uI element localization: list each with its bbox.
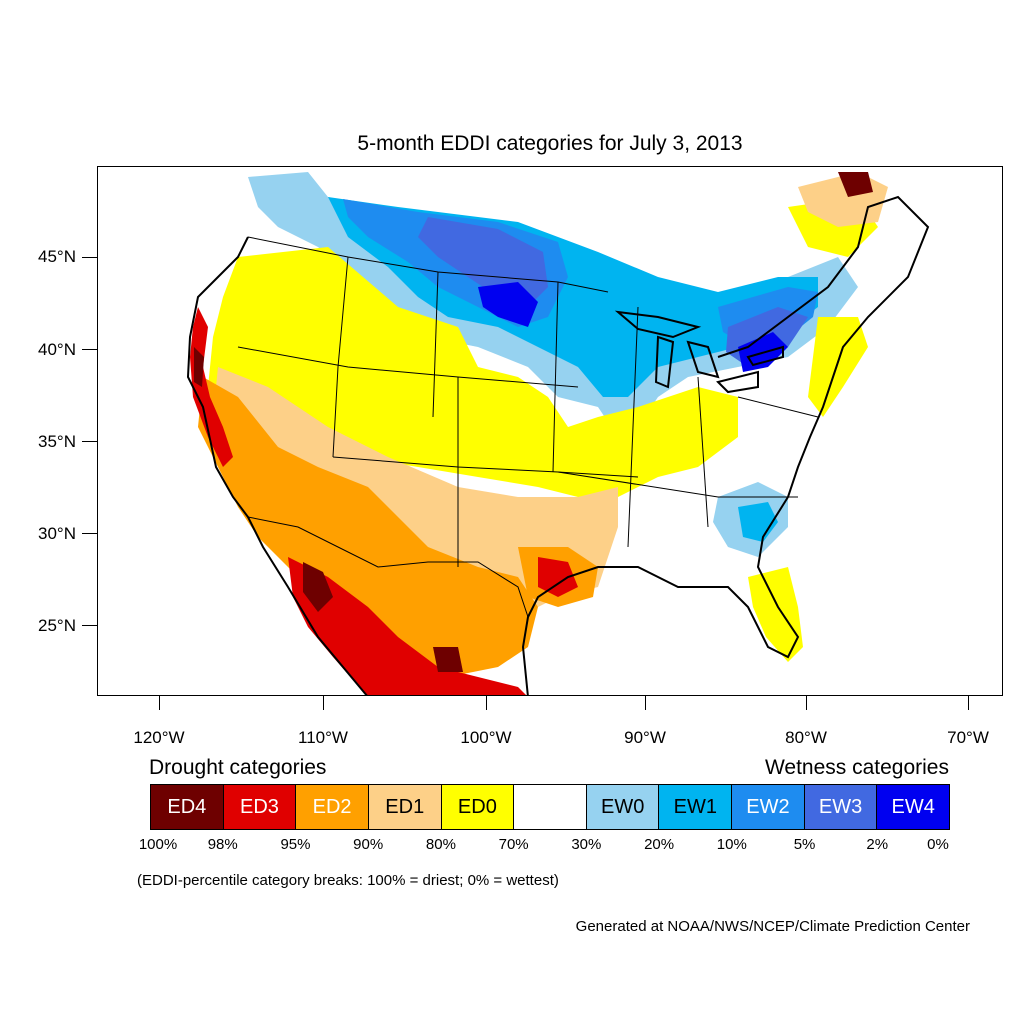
coastline [186, 195, 930, 695]
legend-cell-ed1: ED1 [368, 785, 442, 829]
region-ed2-southwest [198, 377, 538, 677]
great-lakes [614, 310, 784, 394]
drought-categories-title: Drought categories [149, 756, 327, 779]
lat-label-30n: 30°N [38, 524, 76, 543]
lat-label-45n: 45°N [38, 247, 76, 266]
lon-tick [486, 696, 487, 710]
region-ed1-southwest [213, 367, 618, 617]
legend-cell-ed4: ED4 [151, 785, 224, 829]
eddi-map [186, 172, 930, 695]
legend-cell-ed2: ED2 [296, 785, 369, 829]
wetness-categories-title: Wetness categories [764, 756, 949, 779]
lat-label-35n: 35°N [38, 432, 76, 451]
region-ew4 [478, 282, 538, 327]
lon-tick [806, 696, 807, 710]
legend-cell-ed3: ED3 [223, 785, 297, 829]
category-legend: ED4 ED3 ED2 ED1 ED0 EW0 EW1 EW2 EW3 EW4 [150, 784, 950, 830]
region-ed0-east [808, 317, 868, 417]
region-ed4-quebec [838, 172, 873, 197]
legend-break-label: 70% [498, 836, 529, 853]
lat-tick [82, 625, 97, 626]
lon-tick [968, 696, 969, 710]
lat-label-40n: 40°N [38, 340, 76, 359]
legend-cell-ed0: ED0 [441, 785, 515, 829]
legend-cell-ew1: EW1 [659, 785, 733, 829]
legend-cell-neutral [514, 785, 587, 829]
map-panel [97, 166, 1003, 696]
region-ed4-mexico [433, 647, 463, 672]
lat-label-25n: 25°N [38, 616, 76, 635]
region-ed0-florida [748, 567, 803, 662]
lon-label-90w: 90°W [624, 728, 666, 747]
legend-cell-ew4: EW4 [877, 785, 950, 829]
region-ed3-mexico [288, 557, 526, 695]
legend-break-label: 5% [793, 836, 816, 853]
lat-tick [82, 257, 97, 258]
lon-label-80w: 80°W [785, 728, 827, 747]
legend-break-label: 30% [571, 836, 602, 853]
lat-tick [82, 533, 97, 534]
legend-break-label: 0% [927, 836, 949, 853]
legend-cell-ew2: EW2 [732, 785, 805, 829]
legend-break-label: 90% [353, 836, 384, 853]
legend-break-label: 20% [644, 836, 675, 853]
legend-break-label: 98% [207, 836, 238, 853]
credit-line: Generated at NOAA/NWS/NCEP/Climate Predi… [575, 918, 970, 935]
legend-cell-ew3: EW3 [804, 785, 878, 829]
chart-title: 5-month EDDI categories for July 3, 2013 [357, 132, 743, 155]
legend-break-label: 100% [138, 836, 178, 853]
legend-break-label: 95% [280, 836, 311, 853]
lon-tick [323, 696, 324, 710]
lon-label-120w: 120°W [133, 728, 185, 747]
lat-tick [82, 441, 97, 442]
region-ed3-texas [538, 557, 578, 597]
lon-label-70w: 70°W [947, 728, 989, 747]
state-borders [237, 236, 819, 618]
region-ed4-california [194, 347, 204, 387]
legend-break-label: 10% [716, 836, 747, 853]
lon-tick [159, 696, 160, 710]
category-breaks-note: (EDDI-percentile category breaks: 100% =… [137, 872, 559, 889]
legend-cell-ew0: EW0 [586, 785, 660, 829]
lat-tick [82, 349, 97, 350]
lon-label-110w: 110°W [298, 728, 348, 747]
region-ew1-south [738, 502, 778, 542]
legend-break-label: 80% [425, 836, 456, 853]
legend-break-label: 2% [866, 836, 889, 853]
region-ed3-coast [190, 307, 233, 467]
lon-tick [645, 696, 646, 710]
region-ed4-sonora [303, 562, 333, 612]
lon-label-100w: 100°W [460, 728, 512, 747]
